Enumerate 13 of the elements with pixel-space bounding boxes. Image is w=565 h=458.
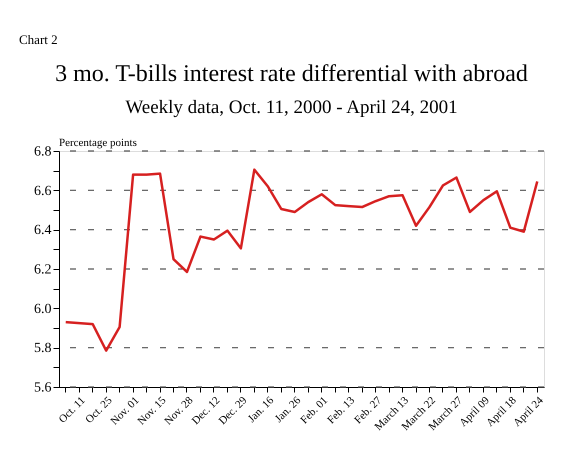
y-tick-label: 5.8 — [34, 341, 52, 356]
y-axis-title: Percentage points — [59, 137, 137, 149]
chart-title: 3 mo. T-bills interest rate differential with abroad — [55, 61, 528, 87]
x-tick-label: Jan. 16 — [246, 394, 277, 426]
y-tick-label: 6.8 — [34, 144, 52, 160]
y-tick-label: 5.6 — [34, 380, 52, 396]
chart-subtitle: Weekly data, Oct. 11, 2000 - April 24, 2001 — [125, 97, 458, 118]
y-tick-label: 6.6 — [34, 184, 52, 199]
line-series — [64, 168, 539, 352]
y-tick-label: 6.0 — [34, 302, 52, 317]
caption: Chart 2 — [19, 32, 58, 47]
y-tick-label: 6.4 — [34, 223, 52, 238]
y-tick-label: 6.2 — [34, 262, 52, 278]
